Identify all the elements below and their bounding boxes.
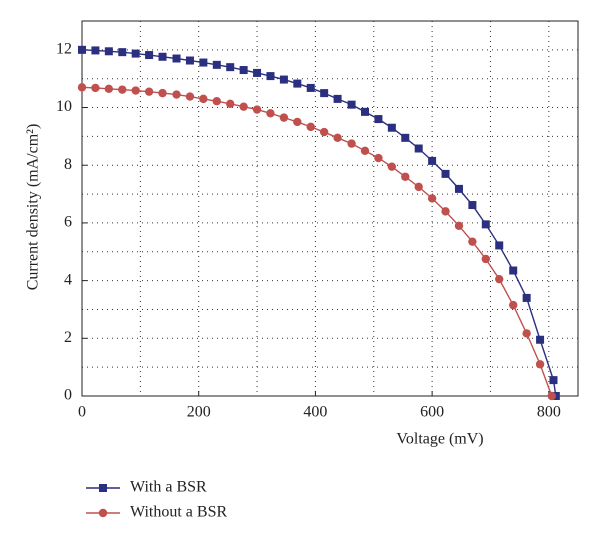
data-point (522, 329, 531, 338)
data-point (158, 52, 167, 61)
legend-label: Without a BSR (130, 504, 227, 521)
data-point (158, 88, 167, 98)
data-point (144, 87, 154, 96)
data-point (279, 75, 288, 84)
data-point (535, 360, 545, 369)
data-point (118, 48, 127, 57)
data-point (266, 72, 275, 81)
x-axis-label: Voltage (mV) (396, 431, 483, 448)
data-point (319, 127, 329, 137)
data-point (454, 221, 464, 231)
y-tick-label: 2 (64, 329, 72, 346)
data-point (522, 293, 531, 302)
legend-marker (98, 508, 108, 518)
y-tick-label: 8 (64, 156, 72, 173)
data-point (78, 45, 86, 54)
x-tick-label: 0 (78, 404, 86, 421)
data-point (104, 47, 113, 56)
y-tick-label: 4 (64, 271, 72, 288)
data-point (306, 83, 315, 92)
data-point (347, 139, 356, 148)
data-point (441, 207, 450, 216)
data-point (212, 60, 221, 69)
data-point (91, 46, 100, 55)
data-point (185, 92, 195, 101)
data-point (239, 66, 248, 75)
data-point (172, 90, 181, 99)
y-tick-label: 6 (64, 214, 72, 231)
data-point (401, 133, 410, 142)
legend-label: With a BSR (130, 479, 207, 496)
data-point (468, 201, 477, 210)
data-point (547, 391, 556, 401)
x-tick-label: 800 (537, 404, 561, 421)
data-point (509, 300, 518, 310)
data-point (347, 100, 356, 109)
data-point (253, 68, 262, 77)
data-point (509, 266, 518, 275)
data-point (145, 51, 154, 60)
data-point (387, 162, 397, 171)
data-point (414, 144, 423, 153)
y-tick-label: 0 (64, 387, 72, 404)
data-point (118, 85, 127, 94)
data-point (185, 56, 194, 65)
data-point (361, 107, 370, 116)
data-point (428, 156, 437, 165)
data-point (481, 220, 490, 229)
data-point (212, 96, 221, 106)
data-point (387, 123, 396, 132)
data-point (199, 58, 208, 67)
y-tick-label: 12 (56, 41, 72, 58)
data-point (549, 376, 558, 385)
data-point (131, 49, 140, 58)
data-point (454, 184, 463, 193)
plot-frame (81, 20, 579, 397)
data-point (91, 83, 100, 93)
data-point (131, 86, 140, 95)
data-point (414, 182, 423, 192)
data-point (333, 94, 342, 103)
data-point (495, 241, 504, 250)
data-point (495, 274, 504, 284)
data-point (468, 237, 477, 246)
data-point (279, 113, 289, 122)
data-point (104, 84, 114, 93)
data-point (427, 194, 437, 203)
y-tick-label: 10 (56, 98, 72, 115)
data-point (306, 122, 315, 132)
data-point (360, 146, 370, 156)
data-point (293, 79, 302, 88)
data-point (536, 335, 545, 344)
data-point (226, 63, 235, 72)
data-point (401, 172, 410, 181)
data-point (239, 102, 248, 111)
data-point (293, 117, 302, 127)
data-point (333, 133, 342, 143)
data-point (320, 89, 329, 98)
data-point (77, 83, 87, 92)
data-point (172, 54, 181, 63)
data-point (266, 109, 275, 118)
y-axis-label: Current density (mA/cm²) (25, 124, 42, 291)
data-point (374, 115, 383, 124)
x-tick-label: 600 (420, 404, 444, 421)
data-point (252, 105, 262, 114)
data-point (481, 254, 491, 264)
x-tick-label: 400 (303, 404, 327, 421)
legend-marker (99, 484, 107, 492)
data-point (199, 94, 208, 104)
data-point (226, 99, 235, 108)
series-line (81, 86, 553, 397)
data-point (441, 169, 450, 178)
data-point (374, 153, 383, 163)
x-tick-label: 200 (187, 404, 211, 421)
